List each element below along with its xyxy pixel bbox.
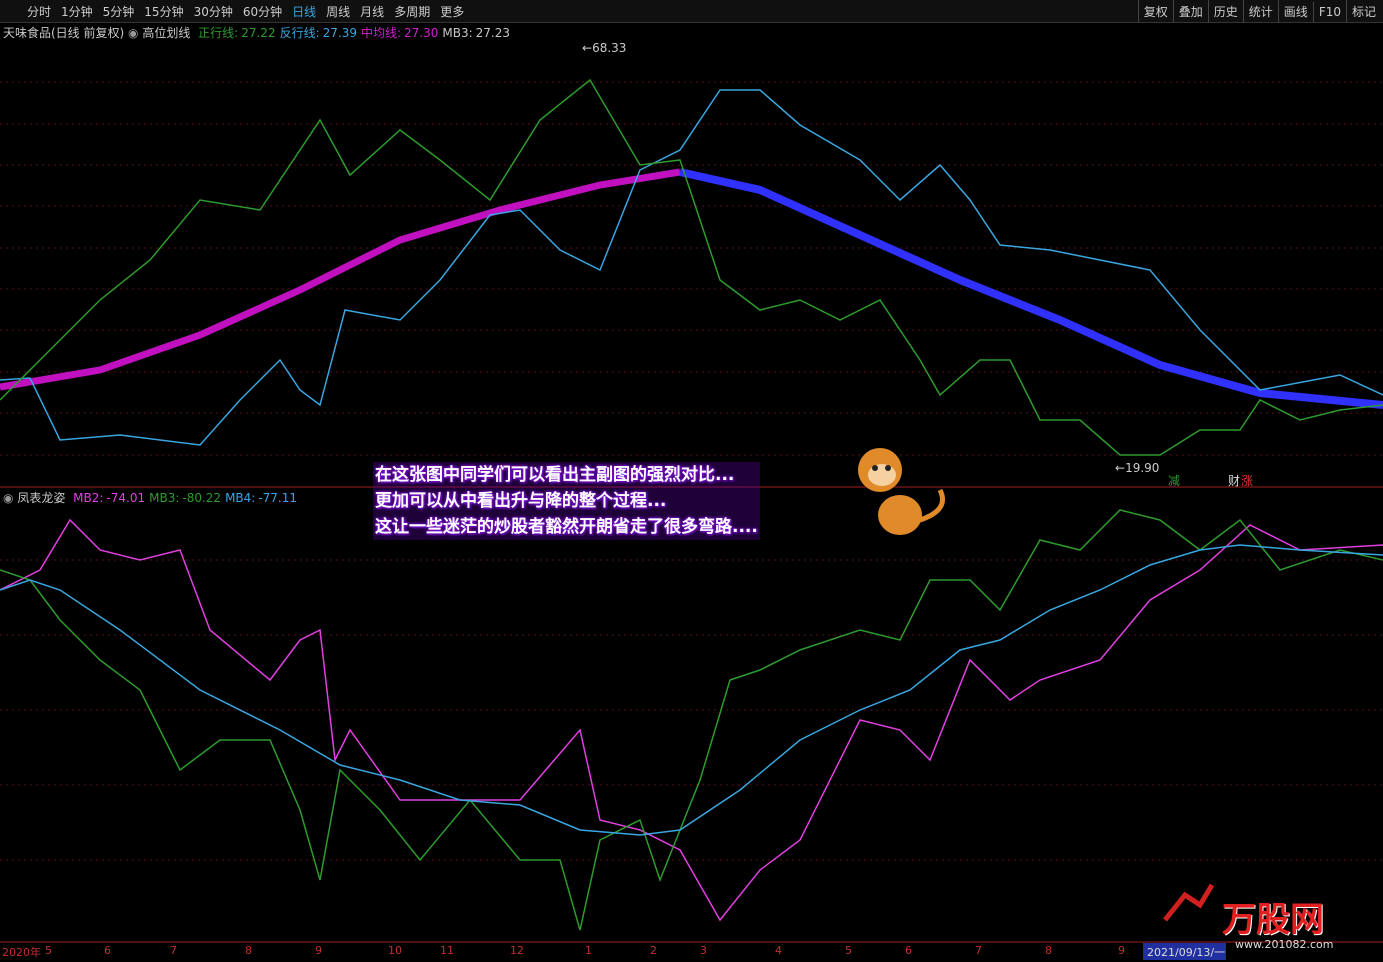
period-tab[interactable]: 月线: [360, 5, 385, 19]
legend-item: 正行线: 27.22: [198, 26, 275, 40]
period-tab[interactable]: 30分钟: [193, 5, 233, 19]
legend-item: MB3: 27.23: [442, 26, 510, 40]
marker: 减: [1168, 474, 1181, 488]
time-label: 5: [45, 944, 52, 957]
stock-name: 天味食品(日线 前复权): [3, 26, 125, 40]
time-label: 9: [315, 944, 322, 957]
legend-value: -77.11: [258, 491, 298, 505]
legend-name: MB4:: [225, 491, 256, 505]
time-label: 5: [845, 944, 852, 957]
legend-value: 27.39: [322, 26, 357, 40]
legend-name: 正行线:: [198, 26, 239, 40]
annotation-line: 这让一些迷茫的炒股者豁然开朗省走了很多弯路....: [373, 514, 760, 540]
mb2-line: [0, 518, 1383, 922]
period-tab[interactable]: 更多: [440, 5, 465, 19]
mb3-line: [0, 509, 1383, 931]
indicator-name: 凤表龙姿: [17, 491, 66, 505]
watermark-name: 万股网: [1222, 900, 1324, 940]
positive-line: [0, 78, 1383, 456]
tool-button[interactable]: 统计: [1242, 0, 1278, 23]
annotation-line: 更加可以从中看出升与降的整个过程...: [373, 488, 760, 514]
legend-item: MB3: -80.22: [149, 491, 221, 505]
tool-button[interactable]: 历史: [1207, 0, 1243, 23]
legend-name: 中均线:: [360, 26, 402, 40]
time-label: 8: [245, 944, 252, 957]
watermark-url: www.201082.com: [1235, 938, 1334, 951]
legend-value: 27.30: [404, 26, 439, 40]
time-label: 8: [1045, 944, 1052, 957]
legend-value: 27.22: [241, 26, 276, 40]
sub-header: ◉ 凤表龙姿 MB2: -74.01 MB3: -80.22 MB4: -77.11: [3, 491, 298, 505]
mid-line-down: [679, 168, 1383, 409]
legend-value: -74.01: [106, 491, 146, 505]
legend-name: MB2:: [73, 491, 104, 505]
legend-item: MB4: -77.11: [225, 491, 297, 505]
indicator-name: 高位划线: [142, 26, 191, 40]
marker: 涨: [1241, 474, 1254, 488]
time-label: 6: [104, 944, 111, 957]
cursor-date-box: [1143, 943, 1226, 960]
toolbar: 分时 1分钟 5分钟 15分钟 30分钟 60分钟 日线 周线 月线 多周期 更多 复权 叠加 历史 统计…: [0, 0, 1383, 23]
logo-arrow: [1163, 883, 1215, 922]
period-tab[interactable]: 5分钟: [102, 5, 135, 19]
time-label: 4: [775, 944, 782, 957]
high-label: ←68.33: [582, 41, 627, 55]
annotation: 在这张图中同学们可以看出主副图的强烈对比... 更加可以从中看出升与降的整个过程…: [373, 462, 760, 540]
tool-button[interactable]: 标记: [1345, 0, 1381, 23]
marker: 财: [1228, 474, 1241, 488]
tool-buttons: 复权 叠加 历史 统计 画线 F10 标记: [1137, 0, 1381, 23]
period-tab[interactable]: 分时: [27, 5, 52, 19]
tool-button[interactable]: 复权: [1137, 0, 1173, 23]
tool-button[interactable]: F10: [1312, 2, 1346, 22]
main-header: 天味食品(日线 前复权) ◉ 高位划线 正行线: 27.22 反行线: 27.39 中均…: [3, 26, 511, 40]
legend-name: MB3:: [149, 491, 180, 505]
mid-line-up: [0, 168, 681, 391]
legend-item: 反行线: 27.39: [280, 26, 357, 40]
period-tab[interactable]: 日线: [292, 5, 317, 19]
high-value: 68.33: [592, 41, 627, 55]
time-label: 3: [700, 944, 707, 957]
legend: MB2: -74.01 MB3: -80.22 MB4: -77.11: [69, 491, 297, 505]
time-label: 11: [440, 944, 454, 957]
legend: 正行线: 27.22 反行线: 27.39 中均线: 27.30 MB3: 27.23: [194, 26, 510, 40]
annotation-line: 在这张图中同学们可以看出主副图的强烈对比...: [373, 462, 760, 488]
time-label: 10: [388, 944, 402, 957]
time-label: 2: [650, 944, 657, 957]
tool-button[interactable]: 叠加: [1172, 0, 1208, 23]
time-label: 1: [585, 944, 592, 957]
time-label: 7: [975, 944, 982, 957]
time-label: 7: [170, 944, 177, 957]
low-value: 19.90: [1125, 461, 1160, 475]
cursor-date: 2021/09/13/一: [1147, 946, 1226, 959]
period-tab[interactable]: 1分钟: [61, 5, 93, 19]
period-tab[interactable]: 15分钟: [144, 5, 184, 19]
legend-item: MB2: -74.01: [73, 491, 145, 505]
reverse-line: [0, 89, 1383, 446]
mb4-line: [0, 544, 1383, 836]
low-label: ←19.90: [1115, 461, 1160, 475]
monkey-icon: [858, 448, 945, 535]
legend-name: 反行线:: [279, 26, 320, 40]
period-tab[interactable]: 周线: [326, 5, 351, 19]
period-tabs: 分时 1分钟 5分钟 15分钟 30分钟 60分钟 日线 周线 月线 多周期 更多: [22, 0, 469, 23]
legend-value: 27.23: [475, 26, 511, 40]
period-tab[interactable]: 60分钟: [242, 5, 283, 19]
time-label: 2020年: [2, 946, 41, 959]
time-label: 9: [1118, 944, 1125, 957]
legend-item: 中均线: 27.30: [361, 26, 438, 40]
legend-value: -80.22: [182, 491, 222, 505]
period-tab[interactable]: 多周期: [394, 5, 431, 19]
time-label: 12: [510, 944, 524, 957]
tool-button[interactable]: 画线: [1277, 0, 1313, 23]
legend-name: MB3:: [442, 26, 473, 40]
time-label: 6: [905, 944, 912, 957]
